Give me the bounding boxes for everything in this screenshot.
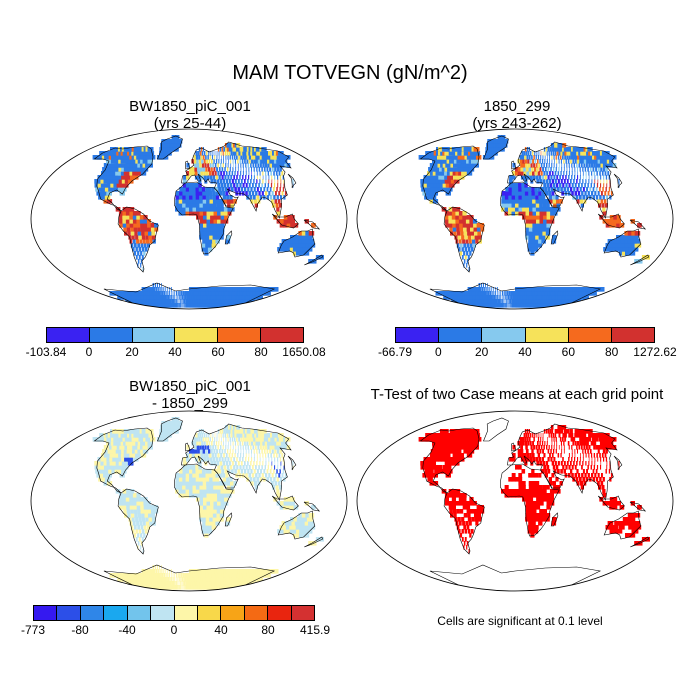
coastlines — [93, 417, 324, 591]
colorbar-tick-label: 0 — [434, 345, 442, 359]
figure-title: MAM TOTVEGN (gN/m^2) — [232, 62, 468, 84]
colorbar-tick-label: 415.9 — [299, 623, 331, 637]
map-cells — [92, 135, 324, 308]
map-ttest — [356, 410, 674, 592]
colorbar-tick-label: 80 — [254, 345, 268, 359]
panel-title-case1-line1: BW1850_piC_001 — [129, 98, 251, 115]
map-cells — [92, 417, 324, 590]
colorbar-tick-label: 0 — [85, 345, 93, 359]
colorbar-swatch — [89, 328, 133, 342]
panel-title-case2: 1850_299 (yrs 243-262) — [357, 98, 677, 132]
colorbar-swatch — [221, 606, 245, 620]
colorbar-swatch — [57, 606, 81, 620]
map-diff — [30, 410, 348, 592]
panel-title-case2-line2: (yrs 243-262) — [472, 115, 562, 132]
colorbar-swatch — [482, 328, 526, 342]
colorbar-swatch — [127, 606, 152, 620]
colorbar-swatch — [218, 328, 262, 342]
panel-title-diff-line2: - 1850_299 — [152, 395, 228, 412]
colorbar-tick-label: 60 — [561, 345, 576, 359]
colorbar-tick-label: 1650.08 — [282, 345, 326, 359]
colorbar-case1 — [46, 327, 304, 343]
colorbar-tick-label: 60 — [211, 345, 225, 359]
colorbar-diff — [33, 605, 315, 621]
colorbar-swatch — [268, 606, 292, 620]
colorbar-tick-label: 0 — [170, 623, 178, 637]
colorbar-swatch — [175, 328, 219, 342]
colorbar-swatch — [34, 606, 58, 620]
colorbar-swatch — [611, 328, 655, 342]
ttest-note: Cells are significant at 0.1 level — [437, 614, 603, 628]
colorbar-tick-label: 40 — [518, 345, 532, 359]
panel-title-case2-line1: 1850_299 — [483, 98, 551, 115]
colorbar-swatch — [80, 606, 105, 620]
coastlines — [93, 135, 324, 309]
colorbar-tick-label: 40 — [168, 345, 182, 359]
map-cells — [418, 135, 650, 308]
map-border — [30, 128, 348, 310]
colorbar-tick-label: -66.79 — [377, 345, 413, 359]
panel-title-case1: BW1850_piC_001 (yrs 25-44) — [30, 98, 350, 132]
colorbar-case2 — [395, 327, 655, 343]
panel-title-diff-line1: BW1850_piC_001 — [129, 378, 251, 395]
panel-title-diff: BW1850_piC_001 - 1850_299 — [30, 378, 350, 412]
colorbar-swatch — [132, 328, 176, 342]
colorbar-swatch — [396, 328, 440, 342]
colorbar-swatch — [439, 328, 483, 342]
map-case1 — [30, 128, 348, 310]
coastlines — [419, 417, 650, 591]
map-case2 — [356, 128, 674, 310]
colorbar-swatch — [568, 328, 612, 342]
colorbar-swatch — [47, 328, 90, 342]
colorbar-swatch — [261, 328, 303, 342]
colorbar-swatch — [104, 606, 128, 620]
map-border — [30, 410, 348, 592]
colorbar-tick-label: 40 — [214, 623, 228, 637]
panel-title-ttest: T-Test of two Case means at each grid po… — [370, 386, 664, 403]
colorbar-swatch — [525, 328, 569, 342]
map-border — [356, 128, 674, 310]
panel-title-case1-line2: (yrs 25-44) — [153, 115, 227, 132]
colorbar-tick-label: 1272.62 — [633, 345, 677, 359]
colorbar-swatch — [197, 606, 222, 620]
colorbar-swatch — [244, 606, 269, 620]
colorbar-swatch — [174, 606, 198, 620]
colorbar-tick-label: -103.84 — [25, 345, 67, 359]
map-border — [356, 410, 674, 592]
colorbar-tick-label: 20 — [125, 345, 139, 359]
colorbar-tick-label: -40 — [118, 623, 136, 637]
colorbar-tick-label: 20 — [474, 345, 489, 359]
colorbar-tick-label: -80 — [71, 623, 89, 637]
colorbar-swatch — [151, 606, 175, 620]
colorbar-tick-label: -773 — [20, 623, 46, 637]
coastlines — [419, 135, 650, 309]
colorbar-tick-label: 80 — [604, 345, 619, 359]
colorbar-tick-label: 80 — [261, 623, 275, 637]
colorbar-swatch — [291, 606, 315, 620]
